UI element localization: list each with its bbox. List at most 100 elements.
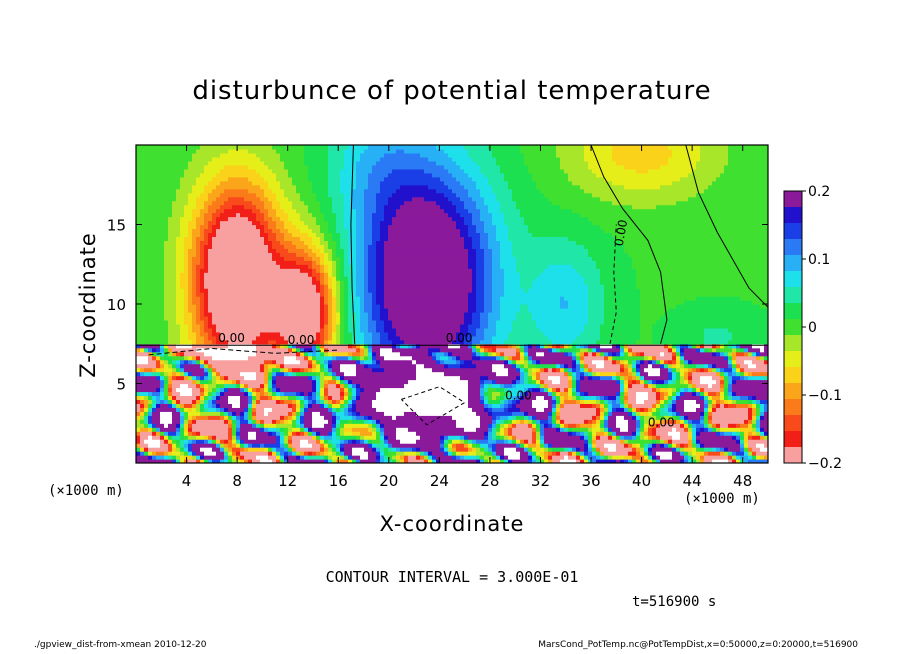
heatmap-cell	[316, 208, 321, 214]
heatmap-cell	[352, 399, 357, 404]
heatmap-cell	[256, 403, 261, 408]
heatmap-cell	[144, 323, 149, 329]
heatmap-cell	[360, 248, 365, 253]
heatmap-cell	[140, 427, 145, 432]
heatmap-cell	[264, 399, 269, 404]
heatmap-cell	[352, 288, 357, 293]
heatmap-cell	[176, 260, 181, 265]
heatmap-cell	[200, 264, 205, 269]
heatmap-cell	[280, 260, 285, 265]
heatmap-cell	[188, 180, 193, 186]
heatmap-cell	[344, 188, 349, 194]
heatmap-cell	[192, 395, 197, 401]
heatmap-cell	[248, 315, 253, 321]
heatmap-cell	[316, 216, 321, 222]
heatmap-cell	[336, 180, 341, 186]
heatmap-cell	[164, 311, 169, 317]
heatmap-cell	[320, 228, 325, 234]
heatmap-cell	[300, 236, 305, 241]
heatmap-cell	[352, 284, 357, 289]
heatmap-cell	[376, 387, 381, 393]
heatmap-cell	[340, 145, 345, 150]
heatmap-cell	[140, 204, 145, 210]
heatmap-cell	[196, 256, 201, 261]
heatmap-cell	[224, 300, 229, 305]
heatmap-cell	[144, 248, 149, 253]
heatmap-cell	[144, 264, 149, 269]
heatmap-cell	[236, 383, 241, 389]
heatmap-cell	[244, 228, 249, 234]
heatmap-cell	[276, 152, 281, 158]
heatmap-cell	[304, 216, 309, 222]
heatmap-cell	[324, 164, 329, 170]
heatmap-cell	[296, 407, 301, 412]
heatmap-cell	[220, 296, 225, 301]
heatmap-cell	[276, 264, 281, 269]
heatmap-cell	[228, 331, 233, 337]
heatmap-cell	[184, 411, 189, 416]
heatmap-cell	[348, 371, 353, 377]
heatmap-cell	[220, 451, 225, 456]
heatmap-cell	[312, 407, 317, 412]
heatmap-cell	[160, 383, 165, 389]
heatmap-cell	[268, 172, 273, 178]
heatmap-cell	[372, 272, 377, 277]
heatmap-cell	[332, 288, 337, 293]
heatmap-cell	[300, 160, 305, 166]
heatmap-cell	[200, 152, 205, 158]
heatmap-cell	[316, 419, 321, 424]
heatmap-cell	[288, 371, 293, 377]
heatmap-cell	[372, 327, 377, 333]
heatmap-cell	[144, 387, 149, 393]
heatmap-cell	[156, 240, 161, 245]
heatmap-cell	[272, 228, 277, 234]
heatmap-cell	[268, 415, 273, 420]
chart-title: disturbunce of potential temperature	[192, 76, 712, 106]
heatmap-cell	[372, 244, 377, 249]
heatmap-cell	[300, 363, 305, 369]
heatmap-cell	[164, 248, 169, 253]
heatmap-cell	[264, 327, 269, 333]
heatmap-cell	[140, 220, 145, 226]
heatmap-cell	[284, 172, 289, 178]
heatmap-cell	[380, 447, 385, 452]
heatmap-cell	[328, 307, 333, 313]
heatmap-cell	[364, 355, 369, 361]
heatmap-cell	[144, 252, 149, 257]
heatmap-cell	[188, 244, 193, 249]
heatmap-cell	[160, 220, 165, 226]
heatmap-cell	[204, 447, 209, 452]
heatmap-cell	[244, 307, 249, 313]
heatmap-cell	[328, 284, 333, 289]
heatmap-cell	[264, 431, 269, 436]
heatmap-cell	[152, 399, 157, 404]
heatmap-cell	[256, 276, 261, 281]
heatmap-cell	[136, 188, 141, 194]
heatmap-cell	[168, 431, 173, 436]
heatmap-cell	[356, 459, 361, 463]
heatmap-cell	[284, 347, 289, 353]
heatmap-cell	[180, 200, 185, 206]
heatmap-cell	[236, 248, 241, 253]
heatmap-cell	[204, 228, 209, 234]
heatmap-cell	[316, 411, 321, 416]
heatmap-cell	[136, 168, 141, 174]
heatmap-cell	[168, 387, 173, 393]
heatmap-cell	[180, 459, 185, 463]
heatmap-cell	[144, 367, 149, 373]
heatmap-cell	[244, 152, 249, 158]
heatmap-cell	[384, 359, 389, 365]
heatmap-cell	[256, 323, 261, 329]
heatmap-cell	[140, 300, 145, 305]
heatmap-cell	[264, 244, 269, 249]
heatmap-cell	[340, 196, 345, 202]
heatmap-cell	[140, 375, 145, 381]
heatmap-cell	[368, 443, 373, 448]
heatmap-cell	[356, 228, 361, 234]
heatmap-cell	[304, 145, 309, 150]
heatmap-cell	[244, 272, 249, 277]
heatmap-cell	[192, 371, 197, 377]
heatmap-cell	[276, 196, 281, 202]
heatmap-cell	[264, 212, 269, 218]
heatmap-cell	[168, 423, 173, 428]
